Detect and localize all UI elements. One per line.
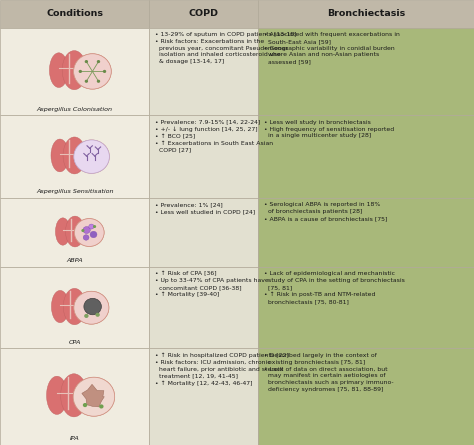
Circle shape <box>84 314 89 318</box>
Bar <box>258 28 474 115</box>
Circle shape <box>79 70 82 73</box>
Bar <box>258 348 474 445</box>
Circle shape <box>83 227 91 234</box>
Circle shape <box>74 291 109 324</box>
Circle shape <box>90 231 97 238</box>
Text: • Prevalence: 7.9-15% [14, 22-24]
• +/- ↓ lung function [14, 25, 27]
• ↑ BCO [25: • Prevalence: 7.9-15% [14, 22-24] • +/- … <box>155 120 273 153</box>
Circle shape <box>74 291 109 324</box>
Ellipse shape <box>62 51 86 90</box>
Text: Aspergillus Sensitisation: Aspergillus Sensitisation <box>36 190 113 194</box>
Text: • 13-29% of sputum in COPD patients [13-15]
• Risk factors: Exacerbations in the: • 13-29% of sputum in COPD patients [13-… <box>155 32 297 64</box>
Circle shape <box>73 377 115 416</box>
Circle shape <box>73 377 115 416</box>
Bar <box>0 28 149 115</box>
Circle shape <box>85 80 88 83</box>
Bar <box>149 348 258 445</box>
Circle shape <box>103 70 106 73</box>
Text: COPD: COPD <box>189 9 219 18</box>
Circle shape <box>97 60 100 63</box>
Circle shape <box>83 403 87 407</box>
Circle shape <box>84 298 101 315</box>
Bar <box>0 348 149 445</box>
Ellipse shape <box>49 53 68 88</box>
Bar <box>0 0 149 28</box>
Circle shape <box>74 218 104 247</box>
Circle shape <box>74 218 104 247</box>
Ellipse shape <box>51 139 69 172</box>
Circle shape <box>73 54 111 89</box>
Circle shape <box>83 235 89 240</box>
Ellipse shape <box>51 291 69 323</box>
Circle shape <box>74 140 109 173</box>
Bar <box>0 115 149 198</box>
Text: Bronchiectasis: Bronchiectasis <box>327 9 405 18</box>
Circle shape <box>85 60 88 63</box>
Bar <box>149 0 258 28</box>
Circle shape <box>93 225 96 228</box>
Ellipse shape <box>63 137 86 174</box>
Text: • ↑ Risk of CPA [36]
• Up to 33-47% of CPA patients have
  concomitant COPD [36-: • ↑ Risk of CPA [36] • Up to 33-47% of C… <box>155 271 269 298</box>
Text: • Prevalence: 1% [24]
• Less well studied in COPD [24]: • Prevalence: 1% [24] • Less well studie… <box>155 202 255 214</box>
Text: • Serological ABPA is reported in 18%
  of bronchiectasis patients [28]
• ABPA i: • Serological ABPA is reported in 18% of… <box>264 202 387 221</box>
Circle shape <box>89 224 94 229</box>
Text: ABPA: ABPA <box>66 259 83 263</box>
Circle shape <box>99 405 103 409</box>
Circle shape <box>73 54 111 89</box>
Circle shape <box>97 80 100 83</box>
Text: IPA: IPA <box>70 437 80 441</box>
Bar <box>149 28 258 115</box>
Circle shape <box>95 313 100 317</box>
Text: Aspergillus Colonisation: Aspergillus Colonisation <box>36 107 113 112</box>
Bar <box>149 267 258 348</box>
Bar <box>258 267 474 348</box>
Bar <box>149 198 258 267</box>
Bar <box>258 198 474 267</box>
Bar <box>149 115 258 198</box>
Ellipse shape <box>46 376 67 414</box>
Ellipse shape <box>63 288 86 325</box>
Ellipse shape <box>55 218 70 245</box>
Text: • ↑ Risk in hospitalized COPD patients [22]
• Risk factors: ICU admission, chron: • ↑ Risk in hospitalized COPD patients [… <box>155 353 289 386</box>
Ellipse shape <box>61 374 87 417</box>
Text: • Described largely in the context of
  existing bronchiectasis [75, 81]
• Lack : • Described largely in the context of ex… <box>264 353 393 392</box>
Text: Conditions: Conditions <box>46 9 103 18</box>
Text: • Less well study in bronchiectasis
• High frequency of sensitisation reported
 : • Less well study in bronchiectasis • Hi… <box>264 120 394 138</box>
Text: • Lack of epidemiological and mechanistic
  study of CPA in the setting of bronc: • Lack of epidemiological and mechanisti… <box>264 271 405 304</box>
Bar <box>0 267 149 348</box>
Bar <box>258 0 474 28</box>
Text: CPA: CPA <box>68 340 81 345</box>
Bar <box>0 198 149 267</box>
Text: • Associated with frequent exacerbations in
  South-East Asia [59]
• Geographic : • Associated with frequent exacerbations… <box>264 32 400 64</box>
Bar <box>258 115 474 198</box>
Circle shape <box>82 229 84 232</box>
Polygon shape <box>82 384 104 407</box>
Ellipse shape <box>65 216 84 247</box>
Circle shape <box>74 140 109 173</box>
